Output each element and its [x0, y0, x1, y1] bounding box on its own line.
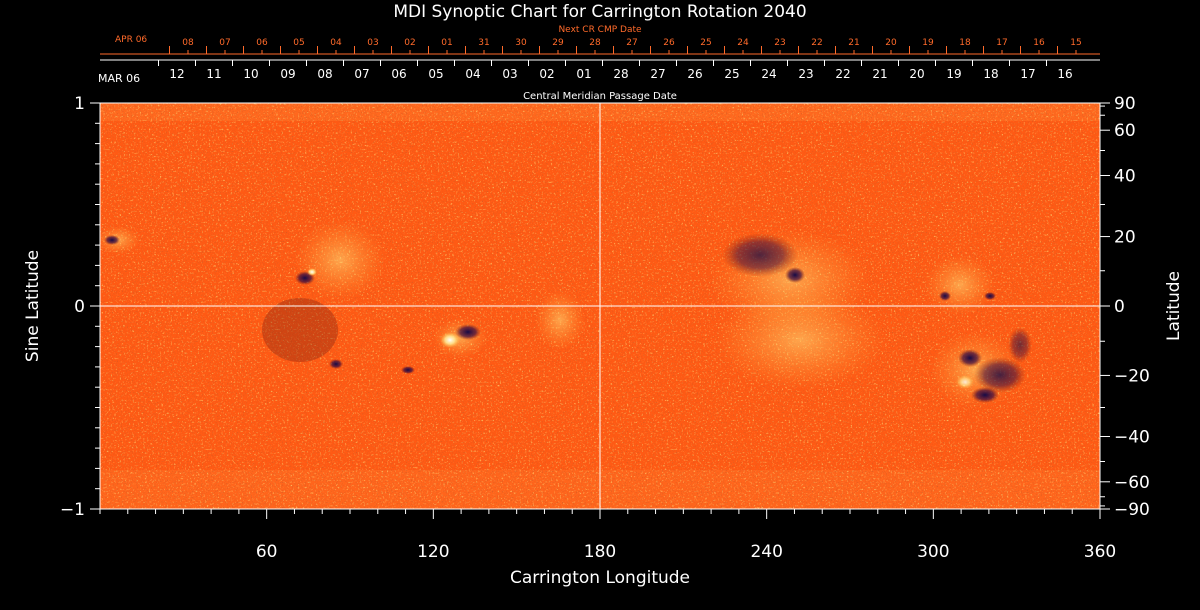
cmp-date-label: 01 [576, 67, 591, 81]
next-cr-date-label: 07 [219, 38, 230, 48]
lat-tick-label: −90 [1114, 500, 1150, 520]
cmp-date-label: 28 [613, 67, 628, 81]
lat-tick-label: −20 [1114, 366, 1150, 386]
cmp-date-label: 19 [946, 67, 961, 81]
cmp-date-label: 22 [835, 67, 850, 81]
next-cr-date-label: 17 [996, 38, 1007, 48]
sine-tick-label: 1 [74, 94, 85, 114]
cmp-date-label: 04 [465, 67, 480, 81]
longitude-axis: 60 120 180 240 300 360 [99, 509, 1116, 562]
cmp-date-label: 11 [206, 67, 221, 81]
cmp-date-axis: MAR 06 12 11 10 09 08 07 06 05 04 03 02 01 28 27 26 25 2… [98, 59, 1100, 102]
x-tick-label: 60 [256, 542, 278, 562]
cmp-date-label: 26 [687, 67, 702, 81]
next-cr-date-label: 16 [1033, 38, 1045, 48]
cmp-date-label: 02 [539, 67, 554, 81]
sine-tick-label: 0 [74, 297, 85, 317]
cmp-date-label: 08 [317, 67, 332, 81]
cmp-date-label: 05 [428, 67, 443, 81]
y-axis-label-left: Sine Latitude [23, 250, 43, 362]
cmp-date-label: 17 [1020, 67, 1035, 81]
cmp-date-label: 27 [650, 67, 665, 81]
next-cr-date-label: 26 [663, 38, 675, 48]
next-cr-date-label: 25 [700, 38, 711, 48]
next-cr-date-label: 04 [330, 38, 342, 48]
x-tick-label: 120 [417, 542, 449, 562]
chart-title: MDI Synoptic Chart for Carrington Rotati… [393, 2, 806, 22]
next-cr-date-label: 21 [848, 38, 859, 48]
x-axis-label: Carrington Longitude [510, 568, 690, 588]
cmp-date-label: 07 [354, 67, 369, 81]
y-axis-label-right: Latitude [1164, 271, 1184, 341]
cmp-date-label: 21 [872, 67, 887, 81]
lat-tick-label: 60 [1114, 121, 1136, 141]
x-tick-label: 360 [1084, 542, 1116, 562]
next-cr-date-label: 28 [589, 38, 601, 48]
sine-tick-label: −1 [60, 500, 85, 520]
next-cr-date-label: 03 [367, 38, 378, 48]
cmp-date-label: 24 [761, 67, 776, 81]
lat-tick-label: 90 [1114, 94, 1136, 114]
next-cr-axis: Next CR CMP Date APR 06 08 07 06 05 04 03 02 01… [100, 25, 1100, 55]
next-cr-date-label: 02 [404, 38, 415, 48]
sine-latitude-axis: 1 0 −1 [60, 94, 100, 520]
next-cr-date-label: 01 [441, 38, 452, 48]
cmp-date-label: 09 [280, 67, 295, 81]
next-cr-date-label: 30 [515, 38, 527, 48]
next-cr-start-label: APR 06 [115, 35, 147, 45]
lat-tick-label: 40 [1114, 167, 1136, 187]
next-cr-date-label: 19 [922, 38, 934, 48]
next-cr-date-label: 23 [774, 38, 785, 48]
cmp-start-label: MAR 06 [98, 72, 140, 85]
cmp-date-label: 16 [1057, 67, 1072, 81]
next-cr-date-label: 15 [1070, 38, 1081, 48]
cmp-date-label: 20 [909, 67, 924, 81]
next-cr-date-label: 08 [182, 38, 194, 48]
cmp-date-label: 03 [502, 67, 517, 81]
next-cr-date-label: 24 [737, 38, 749, 48]
cmp-date-label: 18 [983, 67, 998, 81]
cmp-date-label: 12 [169, 67, 184, 81]
next-cr-date-label: 18 [959, 38, 971, 48]
lat-tick-label: −40 [1114, 427, 1150, 447]
latitude-axis: 90 60 40 20 0 −20 −40 −60 −90 [1100, 94, 1150, 520]
cmp-date-label: 23 [798, 67, 813, 81]
active-regions [100, 220, 1032, 408]
next-cr-date-label: 27 [626, 38, 637, 48]
next-cr-title: Next CR CMP Date [558, 25, 642, 35]
x-tick-label: 300 [917, 542, 949, 562]
next-cr-date-label: 20 [885, 38, 897, 48]
magnetogram-plot [100, 103, 1100, 509]
cmp-date-label: 06 [391, 67, 406, 81]
next-cr-date-label: 31 [478, 38, 489, 48]
lat-tick-label: 0 [1114, 297, 1125, 317]
cmp-date-label: 10 [243, 67, 258, 81]
x-tick-label: 240 [750, 542, 782, 562]
next-cr-date-label: 05 [293, 38, 304, 48]
next-cr-date-label: 29 [552, 38, 564, 48]
cmp-date-label: 25 [724, 67, 739, 81]
x-tick-label: 180 [584, 542, 616, 562]
next-cr-date-label: 22 [811, 38, 822, 48]
lat-tick-label: 20 [1114, 228, 1136, 248]
lat-tick-label: −60 [1114, 473, 1150, 493]
cmp-axis-title: Central Meridian Passage Date [523, 91, 677, 102]
next-cr-date-label: 06 [256, 38, 268, 48]
